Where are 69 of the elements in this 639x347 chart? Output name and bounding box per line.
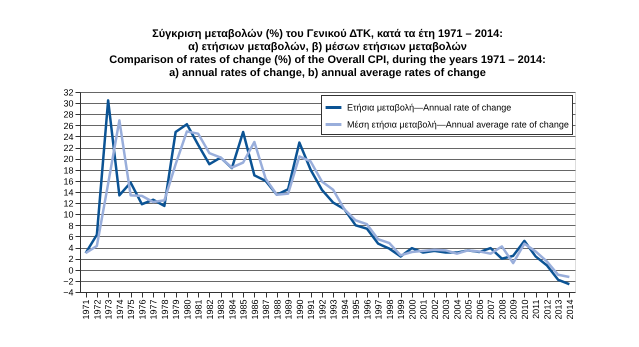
y-tick-label: 8 — [68, 220, 74, 231]
x-tick-label: 1985 — [238, 300, 249, 320]
x-tick-label: 2010 — [520, 300, 530, 320]
x-tick-label: 2000 — [407, 300, 418, 320]
x-tick-label: 1979 — [171, 300, 182, 320]
x-tick-label: 1977 — [148, 300, 159, 320]
x-tick-label: 1989 — [284, 300, 294, 320]
x-tick-label: 1973 — [104, 300, 114, 320]
x-tick-label: 2009 — [508, 300, 519, 320]
x-tick-label: 1974 — [114, 300, 125, 320]
x-tick-label: 1972 — [92, 300, 102, 320]
x-tick-label: 1982 — [204, 300, 215, 320]
y-tick-label: 16 — [63, 176, 74, 186]
y-tick-label: 28 — [63, 110, 74, 120]
x-tick-label: 1992 — [317, 300, 328, 320]
y-tick-label: 32 — [63, 88, 74, 98]
x-tick-label: 2008 — [497, 300, 508, 320]
y-tick-label: 20 — [63, 154, 74, 164]
x-tick-label: 1980 — [182, 300, 192, 320]
y-tick-label: −4 — [63, 288, 74, 298]
x-tick-label: 1998 — [384, 300, 395, 320]
x-tick-label: 2013 — [554, 300, 564, 320]
y-tick-label: 4 — [68, 243, 74, 254]
x-tick-label: 2003 — [441, 300, 452, 320]
x-tick-label: 1990 — [294, 300, 305, 320]
y-tick-label: 12 — [63, 198, 74, 209]
x-tick-label: 1999 — [396, 300, 406, 320]
x-tick-label: 1984 — [227, 300, 238, 320]
x-tick-label: 2002 — [430, 300, 440, 320]
x-tick-label: 2004 — [452, 300, 462, 320]
y-tick-label: 22 — [63, 143, 74, 154]
x-tick-label: 2012 — [542, 300, 552, 320]
x-tick-label: 1986 — [250, 300, 260, 320]
x-tick-label: 1975 — [126, 300, 136, 320]
x-tick-label: 2014 — [564, 300, 575, 320]
x-tick-label: 1991 — [306, 300, 316, 320]
text: a) annual rates of change, b) annual average rates of change — [169, 67, 486, 79]
x-tick-label: 2007 — [486, 300, 496, 320]
x-tick-label: 1997 — [374, 300, 384, 320]
text: Σύγκριση μεταβολών (%) του Γενικού ΔΤΚ, κατά τα έτη 1971 – 2014: — [152, 28, 503, 40]
x-tick-label: 1995 — [351, 300, 362, 320]
y-tick-label: 6 — [68, 232, 74, 242]
x-tick-label: 1993 — [328, 300, 339, 320]
y-tick-label: 18 — [63, 165, 74, 176]
x-tick-label: 1987 — [261, 300, 272, 320]
y-tick-label: 30 — [63, 98, 74, 109]
y-tick-label: −2 — [63, 276, 74, 286]
y-tick-label: 26 — [63, 120, 74, 131]
x-tick-label: 1971 — [81, 300, 92, 320]
y-tick-label: 14 — [63, 188, 74, 198]
y-tick-label: 10 — [63, 210, 74, 220]
y-tick-label: 24 — [63, 132, 74, 142]
y-tick-label: 2 — [68, 254, 74, 264]
x-tick-label: 1981 — [194, 300, 204, 320]
x-tick-label: 1983 — [216, 300, 226, 320]
y-tick-label: 0 — [68, 265, 74, 276]
x-tick-label: 1978 — [160, 300, 170, 320]
x-tick-label: 2005 — [464, 300, 474, 320]
text: α) ετήσιων μεταβολών, β) μέσων ετήσιων μεταβολών — [188, 41, 467, 53]
legend-label: Ετήσια μεταβολή—Annual rate of change — [347, 102, 512, 112]
x-tick-label: 2011 — [531, 300, 542, 319]
x-tick-label: 2001 — [418, 300, 429, 320]
x-tick-label: 1976 — [137, 300, 148, 320]
text: Comparison of rates of change (%) of the Overall CPI, during the years 1971 – 2014: — [109, 54, 546, 66]
x-tick-label: 1988 — [272, 300, 282, 320]
x-tick-label: 1994 — [340, 300, 350, 320]
x-tick-label: 2006 — [474, 300, 485, 320]
x-tick-label: 1996 — [362, 300, 372, 320]
legend-label: Μέση ετήσια μεταβολή—Annual average rate of change — [347, 120, 569, 130]
